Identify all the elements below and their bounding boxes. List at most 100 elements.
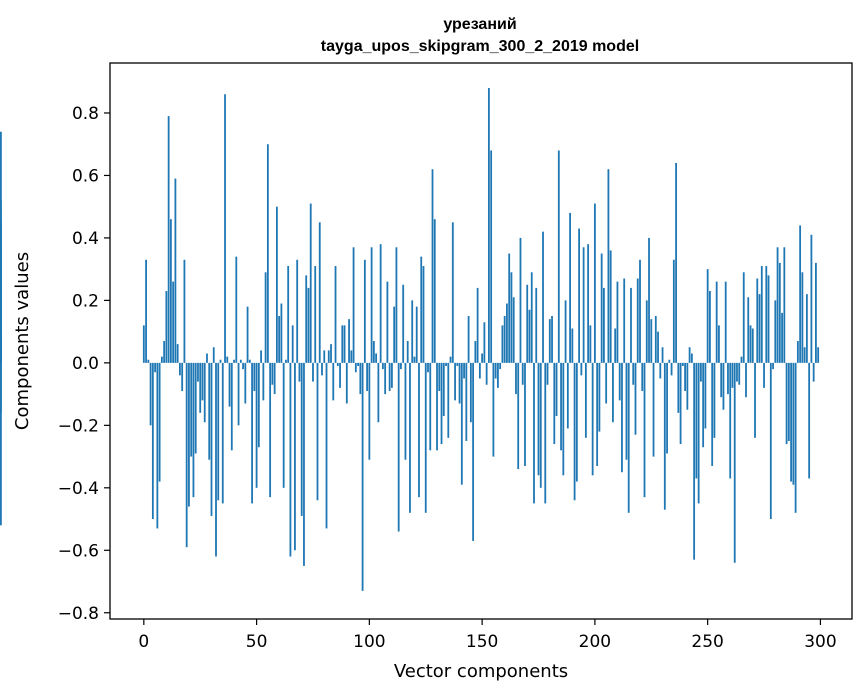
bar — [533, 362, 535, 504]
bar — [336, 362, 339, 366]
bar — [206, 353, 208, 363]
bar — [303, 362, 305, 566]
bar — [0, 337, 2, 363]
bar — [648, 237, 650, 363]
bar — [697, 362, 700, 504]
bar — [600, 253, 603, 363]
bar — [449, 356, 452, 363]
bar — [812, 362, 815, 382]
bar — [427, 362, 429, 373]
bar — [478, 362, 481, 379]
bar — [654, 316, 657, 363]
bar — [517, 362, 520, 470]
bar — [751, 328, 754, 363]
bar — [679, 362, 682, 445]
bar — [799, 225, 802, 363]
bar — [614, 328, 617, 363]
bar — [316, 362, 319, 501]
y-tick-label: −0.6 — [58, 541, 99, 561]
bar — [151, 362, 154, 520]
bar — [803, 347, 806, 363]
bar — [555, 362, 558, 416]
bar — [235, 256, 238, 363]
x-axis: 0 50 100 150 200 250 300 — [138, 619, 837, 652]
bar — [363, 259, 366, 363]
bar — [393, 306, 396, 363]
bar — [778, 262, 781, 363]
bar — [487, 87, 490, 363]
bar — [172, 281, 175, 363]
bar — [377, 362, 380, 423]
bar — [702, 362, 705, 448]
bar — [244, 362, 247, 404]
bar — [587, 244, 590, 363]
bar — [733, 362, 736, 563]
bar — [483, 322, 486, 363]
bar — [596, 362, 599, 466]
bar — [185, 362, 188, 548]
y-tick-label: −0.8 — [58, 604, 99, 624]
bar — [684, 362, 686, 391]
bar — [201, 362, 204, 401]
bar — [300, 362, 303, 516]
bar — [580, 362, 583, 376]
bar — [765, 266, 768, 363]
bar — [418, 362, 420, 498]
bar — [323, 350, 326, 363]
bar — [763, 362, 765, 388]
bar — [490, 150, 493, 363]
bar — [548, 319, 551, 363]
bar — [551, 316, 553, 363]
bar — [230, 362, 233, 451]
bar — [280, 303, 283, 363]
bar — [688, 347, 691, 363]
bar — [253, 362, 256, 391]
bar — [154, 362, 156, 373]
bar — [575, 362, 578, 482]
bar — [573, 362, 576, 501]
bar — [221, 362, 224, 504]
x-tick-label: 200 — [579, 632, 611, 652]
bar — [562, 362, 565, 476]
bar — [476, 287, 479, 363]
bar — [724, 281, 727, 363]
bar — [149, 362, 152, 426]
bar — [670, 362, 673, 376]
bar — [681, 362, 684, 366]
bar — [406, 341, 409, 363]
bar — [521, 362, 524, 385]
bar — [535, 287, 538, 363]
bar — [745, 362, 747, 398]
bar — [772, 362, 774, 370]
bar — [612, 362, 614, 423]
bar — [194, 362, 197, 454]
bar — [727, 362, 729, 395]
bar — [718, 325, 720, 363]
bar — [729, 362, 732, 479]
bar — [156, 362, 159, 529]
bar — [445, 362, 447, 366]
bar — [190, 362, 193, 457]
bar — [181, 362, 184, 391]
bar — [715, 281, 718, 363]
bar — [722, 362, 725, 410]
bar — [695, 362, 698, 479]
bar — [237, 362, 240, 426]
chart-subtitle: tayga_upos_skipgram_300_2_2019 model — [321, 38, 639, 55]
bar — [199, 362, 202, 413]
x-tick-label: 150 — [466, 632, 498, 652]
bar — [165, 291, 168, 363]
bar — [519, 237, 522, 363]
bar — [305, 275, 308, 363]
bar — [169, 219, 172, 363]
bar — [677, 362, 680, 413]
bar — [598, 362, 601, 432]
bar — [720, 362, 723, 398]
x-tick-label: 0 — [138, 632, 149, 652]
bar — [776, 247, 779, 363]
bar — [566, 362, 569, 429]
bar — [397, 362, 400, 532]
bar — [0, 362, 2, 526]
bar — [233, 359, 235, 363]
bar — [147, 359, 150, 363]
